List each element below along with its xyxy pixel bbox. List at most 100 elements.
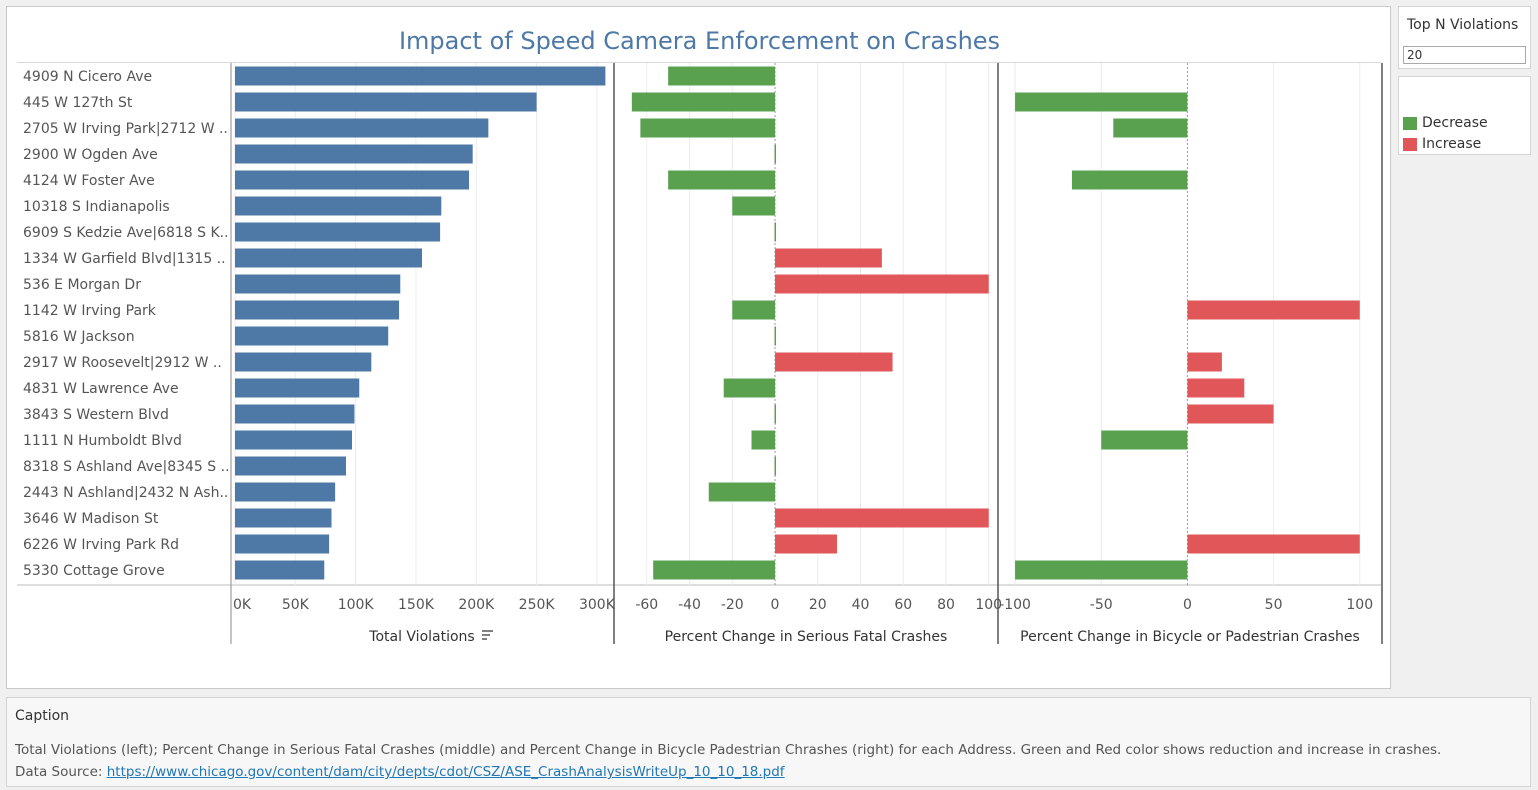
row-label: 8318 S Ashland Ave|8345 S .. — [23, 459, 230, 475]
caption-panel: Caption Total Violations (left); Percent… — [6, 697, 1531, 787]
increase-swatch — [1403, 137, 1417, 151]
tick-label: 0 — [771, 597, 780, 613]
bar — [1015, 92, 1188, 112]
bar — [653, 560, 776, 580]
legend-label-decrease: Decrease — [1422, 115, 1488, 131]
tick-label: -20 — [721, 597, 744, 613]
bar — [668, 170, 776, 190]
caption-source: Data Source: https://www.chicago.gov/con… — [15, 764, 785, 780]
row-label: 1334 W Garfield Blvd|1315 .. — [23, 251, 226, 267]
bar — [235, 404, 355, 424]
caption-title: Caption — [15, 708, 70, 724]
bar — [235, 378, 360, 398]
bar — [235, 508, 332, 528]
dashboard-worksheet: Impact of Speed Camera Enforcement on Cr… — [6, 6, 1391, 689]
bar — [1113, 118, 1188, 138]
bar — [775, 534, 837, 554]
legend-label-increase: Increase — [1422, 136, 1482, 152]
bar — [235, 326, 389, 346]
bar — [723, 378, 776, 398]
tick-label: 100K — [338, 597, 375, 613]
row-label: 4909 N Cicero Ave — [23, 69, 152, 85]
axis-title: Percent Change in Bicycle or Padestrian … — [1020, 629, 1360, 645]
bar — [774, 326, 777, 346]
bar — [775, 352, 893, 372]
data-source-link[interactable]: https://www.chicago.gov/content/dam/city… — [106, 764, 785, 780]
tick-label: -40 — [678, 597, 701, 613]
row-label: 3843 S Western Blvd — [23, 407, 169, 423]
axis-title: Percent Change in Serious Fatal Crashes — [665, 629, 948, 645]
tick-label: 50 — [1265, 597, 1283, 613]
tick-label: 0 — [1183, 597, 1192, 613]
row-label: 2443 N Ashland|2432 N Ash.. — [23, 485, 228, 501]
bar — [774, 456, 777, 476]
row-label: 2900 W Ogden Ave — [23, 147, 158, 163]
caption-text: Total Violations (left); Percent Change … — [15, 742, 1442, 758]
bar — [235, 66, 606, 86]
bar — [1015, 560, 1188, 580]
row-label: 10318 S Indianapolis — [23, 199, 170, 215]
tick-label: 0K — [233, 597, 252, 613]
bar — [235, 482, 336, 502]
bar — [235, 274, 401, 294]
tick-label: -100 — [999, 597, 1031, 613]
bar — [235, 430, 353, 450]
tick-label: 150K — [398, 597, 435, 613]
bar — [732, 300, 776, 320]
legend-item-increase[interactable]: Increase — [1403, 136, 1481, 152]
row-label: 445 W 127th St — [23, 95, 133, 111]
bar — [775, 274, 989, 294]
legend-item-decrease[interactable]: Decrease — [1403, 115, 1488, 131]
tick-label: 100 — [1346, 597, 1373, 613]
bar — [1187, 404, 1274, 424]
bar — [235, 144, 473, 164]
bar — [235, 118, 489, 138]
tick-label: 100 — [975, 597, 1002, 613]
row-label: 3646 W Madison St — [23, 511, 159, 527]
row-label: 2705 W Irving Park|2712 W .. — [23, 121, 228, 137]
bar — [775, 248, 882, 268]
bar — [1187, 352, 1222, 372]
bar — [235, 560, 325, 580]
bar — [1187, 378, 1245, 398]
tick-label: 250K — [519, 597, 556, 613]
bar — [235, 352, 372, 372]
bar — [235, 248, 422, 268]
tick-label: -50 — [1090, 597, 1113, 613]
bar — [235, 92, 537, 112]
tick-label: -60 — [635, 597, 658, 613]
bar — [235, 456, 346, 476]
parameter-title: Top N Violations — [1407, 17, 1519, 33]
bar — [631, 92, 776, 112]
bar — [708, 482, 776, 502]
bar — [640, 118, 776, 138]
chart-title: Impact of Speed Camera Enforcement on Cr… — [398, 27, 1001, 55]
decrease-swatch — [1403, 116, 1417, 130]
tick-label: 50K — [282, 597, 310, 613]
bar — [774, 222, 777, 242]
bar — [1187, 300, 1360, 320]
tick-label: 60 — [894, 597, 912, 613]
row-label: 1111 N Humboldt Blvd — [23, 433, 182, 449]
tick-label: 40 — [852, 597, 870, 613]
top-n-input[interactable] — [1403, 46, 1526, 64]
row-label: 2917 W Roosevelt|2912 W .. — [23, 355, 222, 371]
color-legend: Decrease Increase — [1398, 76, 1531, 155]
bar — [235, 196, 442, 216]
tick-label: 300K — [579, 597, 616, 613]
bar — [1071, 170, 1188, 190]
row-label: 1142 W Irving Park — [23, 303, 157, 319]
bar — [775, 508, 989, 528]
top-n-parameter-panel: Top N Violations — [1398, 6, 1531, 69]
bar — [668, 66, 776, 86]
row-label: 4831 W Lawrence Ave — [23, 381, 179, 397]
bar — [1101, 430, 1188, 450]
bar — [732, 196, 776, 216]
chart-area[interactable]: 4909 N Cicero Ave 445 W 127th St 2705 W Ir… — [7, 7, 1392, 690]
bar — [774, 404, 777, 424]
axis-title: Total Violations — [368, 629, 474, 645]
tick-label: 80 — [937, 597, 955, 613]
bar — [235, 170, 470, 190]
row-label: 4124 W Foster Ave — [23, 173, 155, 189]
row-label: 6226 W Irving Park Rd — [23, 537, 179, 553]
